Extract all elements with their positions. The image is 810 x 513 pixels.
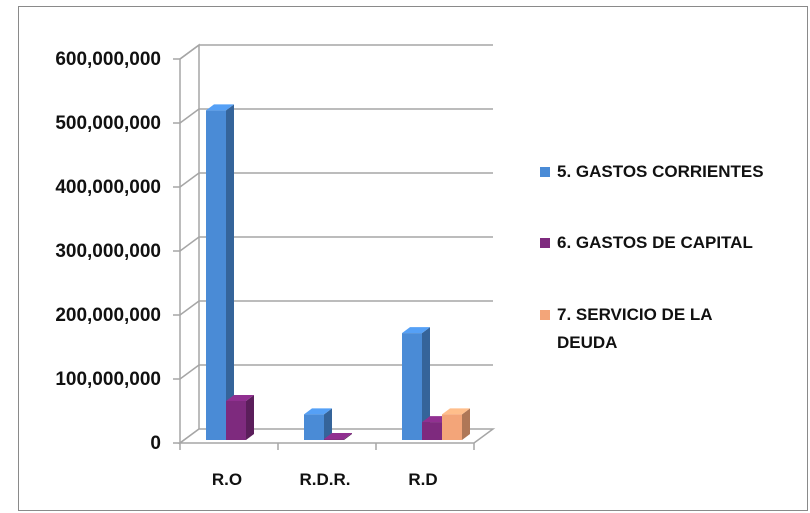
y-tick-label: 500,000,000 [55, 113, 161, 134]
gridline-side [179, 172, 200, 188]
bar-side [344, 433, 352, 440]
bar-side [324, 408, 332, 440]
bar [206, 104, 234, 441]
bar-top [402, 327, 430, 334]
bar [324, 433, 352, 440]
y-tick-label: 200,000,000 [55, 305, 161, 326]
bar-top [304, 408, 332, 415]
y-tick-label: 300,000,000 [55, 241, 161, 262]
gridline-side [179, 364, 200, 380]
legend-label: DEUDA [557, 333, 617, 352]
bar [226, 394, 254, 440]
legend-swatch [540, 310, 550, 320]
gridline-side [179, 108, 200, 124]
x-tick-label: R.D.R. [300, 470, 351, 489]
bar-side [246, 394, 254, 440]
bar-front [324, 439, 344, 440]
bar-top [442, 408, 470, 415]
legend-label: 7. SERVICIO DE LA [557, 305, 713, 324]
bar-front [442, 414, 462, 440]
bar [304, 408, 332, 440]
bar-front [226, 400, 246, 440]
bar [442, 408, 470, 440]
bar-front [422, 422, 442, 440]
legend-label: 5. GASTOS CORRIENTES [557, 162, 764, 181]
y-tick-label: 400,000,000 [55, 177, 161, 198]
gridline-side [179, 44, 200, 60]
legend-swatch [540, 238, 550, 248]
bar-side [422, 327, 430, 440]
y-tick-label: 0 [150, 433, 161, 454]
bar-front [206, 110, 226, 441]
bar-side [462, 408, 470, 440]
bar [402, 327, 430, 440]
bar-top [206, 104, 234, 111]
bar-side [226, 104, 234, 441]
x-tick-label: R.D [408, 470, 437, 489]
y-tick-label: 600,000,000 [55, 49, 161, 70]
bar-top [226, 394, 254, 401]
gridline-side [179, 300, 200, 316]
legend-label: 6. GASTOS DE CAPITAL [557, 233, 753, 252]
gridline-side [179, 236, 200, 252]
bar-top [324, 433, 352, 440]
bar-front [304, 414, 324, 440]
y-tick-label: 100,000,000 [55, 369, 161, 390]
x-tick-label: R.O [212, 470, 242, 489]
bar-front [402, 333, 422, 440]
legend-swatch [540, 167, 550, 177]
